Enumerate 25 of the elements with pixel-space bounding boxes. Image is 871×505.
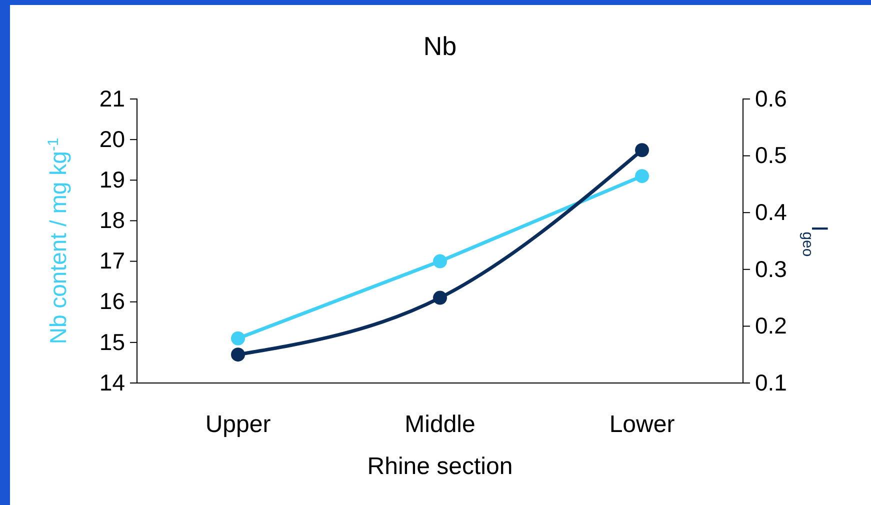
y-tick-label: 15 — [99, 328, 125, 355]
y-tick-label: 16 — [99, 288, 125, 314]
point — [635, 169, 649, 184]
x-tick-label: Lower — [609, 411, 675, 438]
y-tick-label: 14 — [99, 369, 126, 396]
y-tick-label: 17 — [99, 248, 125, 274]
x-tick-label: Upper — [205, 411, 271, 438]
point — [433, 290, 447, 305]
y2-tick-label: 0.5 — [755, 142, 787, 168]
point — [433, 254, 447, 268]
y-tick-label: 21 — [99, 85, 125, 112]
point — [231, 331, 245, 346]
y2-tick-label: 0.4 — [755, 198, 788, 225]
point — [635, 143, 649, 158]
y-tick-label: 18 — [99, 207, 125, 234]
point — [231, 348, 245, 362]
y-tick-label: 20 — [99, 126, 125, 152]
y-tick-label: 19 — [99, 166, 125, 193]
x-tick-label: Middle — [404, 411, 476, 438]
x-axis-title: Rhine section — [367, 453, 513, 480]
chart-title: Nb — [423, 31, 457, 61]
y2-tick-label: 0.3 — [755, 256, 787, 282]
y2-tick-label: 0.6 — [755, 85, 787, 112]
y2-tick-label: 0.2 — [755, 312, 787, 339]
y2-tick-label: 0.1 — [755, 369, 787, 396]
